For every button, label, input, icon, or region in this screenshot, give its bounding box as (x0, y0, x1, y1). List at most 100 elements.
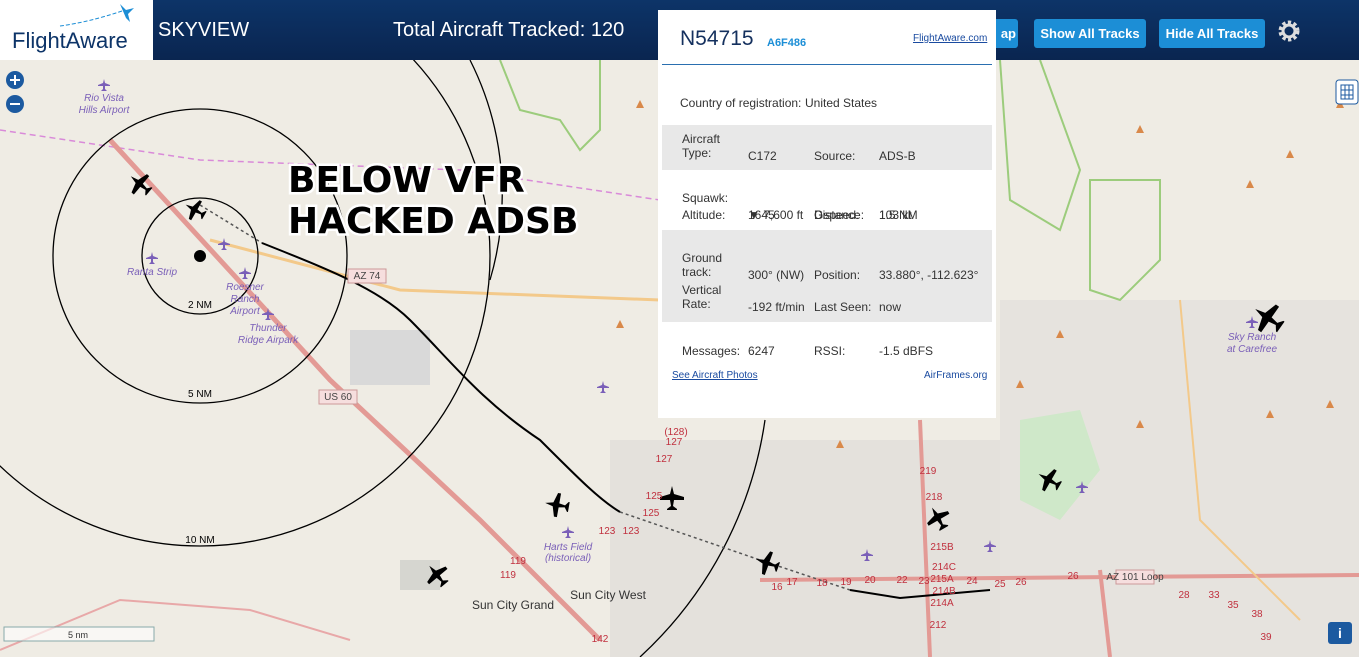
site-link[interactable]: FlightAware.com (913, 33, 988, 44)
route-number: 119 (510, 556, 526, 567)
field-value: 6247 (748, 344, 775, 358)
field-value: 1645 (748, 208, 775, 222)
scale-bar (3, 626, 155, 642)
field-label: Position: (814, 268, 861, 282)
road-shield (318, 389, 358, 405)
photos-link[interactable]: See Aircraft Photos (672, 370, 758, 381)
field-value: ▼ 7,600 ft (748, 208, 804, 222)
field-label: Gspeed: (814, 208, 860, 222)
field-value: 300° (NW) (748, 268, 805, 282)
row-band (662, 125, 992, 170)
ident: N54715 (680, 27, 754, 50)
route-number: 38 (1251, 609, 1263, 620)
field-value: 103 kt (879, 208, 912, 222)
ring-label: 5 NM (188, 389, 212, 400)
road-shield (347, 268, 387, 284)
place-label: Harts Field (544, 542, 593, 553)
receiver (194, 250, 206, 262)
country: United States (805, 96, 878, 110)
field-label: Squawk: (682, 191, 729, 205)
field-label: Vertical Rate: (682, 283, 722, 311)
range-rings (0, 0, 766, 657)
route-number: 119 (500, 570, 516, 581)
track (199, 204, 991, 600)
route-number: 24 (966, 576, 978, 587)
show-tracks-button[interactable]: Show All Tracks (1034, 19, 1146, 48)
field-label: RSSI: (814, 344, 846, 358)
airframes-link[interactable]: AirFrames.org (924, 370, 988, 381)
place-label: Hills Airport (79, 105, 131, 116)
field-value: 33.880°, -112.623° (879, 268, 979, 282)
logo-text: FlightAware (12, 28, 128, 53)
ring-label: 10 NM (185, 535, 214, 546)
field-value: ADS-B (879, 149, 916, 163)
annotation: HACKED ADSB (288, 201, 578, 242)
road-label: AZ 101 Loop (1106, 572, 1164, 583)
field-value: now (879, 300, 902, 314)
route-number: 215A (930, 574, 954, 585)
route-number: 125 (643, 508, 660, 519)
route-number: 127 (656, 454, 673, 465)
peaks (616, 100, 1344, 448)
route-number: 127 (666, 437, 683, 448)
divider (662, 64, 992, 65)
tracked-count: Total Aircraft Tracked: 120 (393, 19, 625, 41)
place-label: Ranta Strip (127, 267, 177, 278)
zoom-in-icon (10, 75, 20, 85)
route-number: 26 (1067, 571, 1079, 582)
route-number: 215B (930, 542, 954, 553)
route-number: (128) (664, 427, 687, 438)
route-number: 20 (864, 575, 876, 586)
ring-label: 2 NM (188, 300, 212, 311)
place-label: (historical) (545, 553, 591, 564)
field-value: -192 ft/min (748, 300, 805, 314)
route-number: 28 (1178, 590, 1190, 601)
route-number: 39 (1260, 632, 1272, 643)
place-label: Airport (229, 306, 261, 317)
field-value: -1.5 dBFS (879, 344, 934, 358)
route-number: 142 (592, 634, 609, 645)
logo[interactable]: FlightAware (0, 0, 153, 60)
route-number: 123 (623, 526, 640, 537)
settings-button[interactable] (1277, 19, 1301, 43)
hex: A6F486 (767, 37, 807, 49)
aircraft-popup: N54715 A6F486 FlightAware.com Country of… (658, 10, 996, 418)
place-label: Rio Vista (84, 93, 124, 104)
layers-button[interactable] (1335, 79, 1359, 105)
annotation: BELOW VFR (288, 160, 525, 201)
info-label: i (1338, 625, 1342, 641)
route-number: 17 (786, 577, 798, 588)
place-label: at Carefree (1227, 344, 1277, 355)
route-number: 19 (840, 577, 852, 588)
country-label: Country of registration: (680, 96, 802, 110)
field-label: Messages: (682, 344, 741, 358)
field-label: Aircraft Type: (682, 132, 721, 160)
route-number: 214A (930, 598, 954, 609)
logo-plane (59, 4, 134, 27)
route-number: 26 (1015, 577, 1027, 588)
layers-icon (1340, 84, 1354, 100)
route-number: 214C (932, 562, 956, 573)
road-label: AZ 74 (354, 271, 381, 282)
place-label: Sky Ranch (1228, 332, 1277, 343)
place-label: Thunder (249, 323, 287, 334)
place-label: Ridge Airpark (238, 335, 299, 346)
row-band (662, 230, 992, 322)
route-number: 219 (920, 466, 937, 477)
route-number: 218 (926, 492, 943, 503)
info-button[interactable] (1328, 622, 1352, 644)
route-number: 214B (932, 586, 956, 597)
route-number: 25 (994, 579, 1006, 590)
route-number: 125 (646, 491, 663, 502)
hide-tracks-button[interactable]: Hide All Tracks (1159, 19, 1265, 48)
field-label: Ground track: (682, 251, 723, 279)
route-number: 35 (1227, 600, 1239, 611)
route-number: 18 (816, 578, 828, 589)
field-label: Altitude: (682, 208, 726, 222)
scale-label: 5 nm (68, 630, 88, 640)
route-number: 23 (918, 576, 930, 587)
route-number: 22 (896, 575, 908, 586)
road-label: US 60 (324, 392, 352, 403)
